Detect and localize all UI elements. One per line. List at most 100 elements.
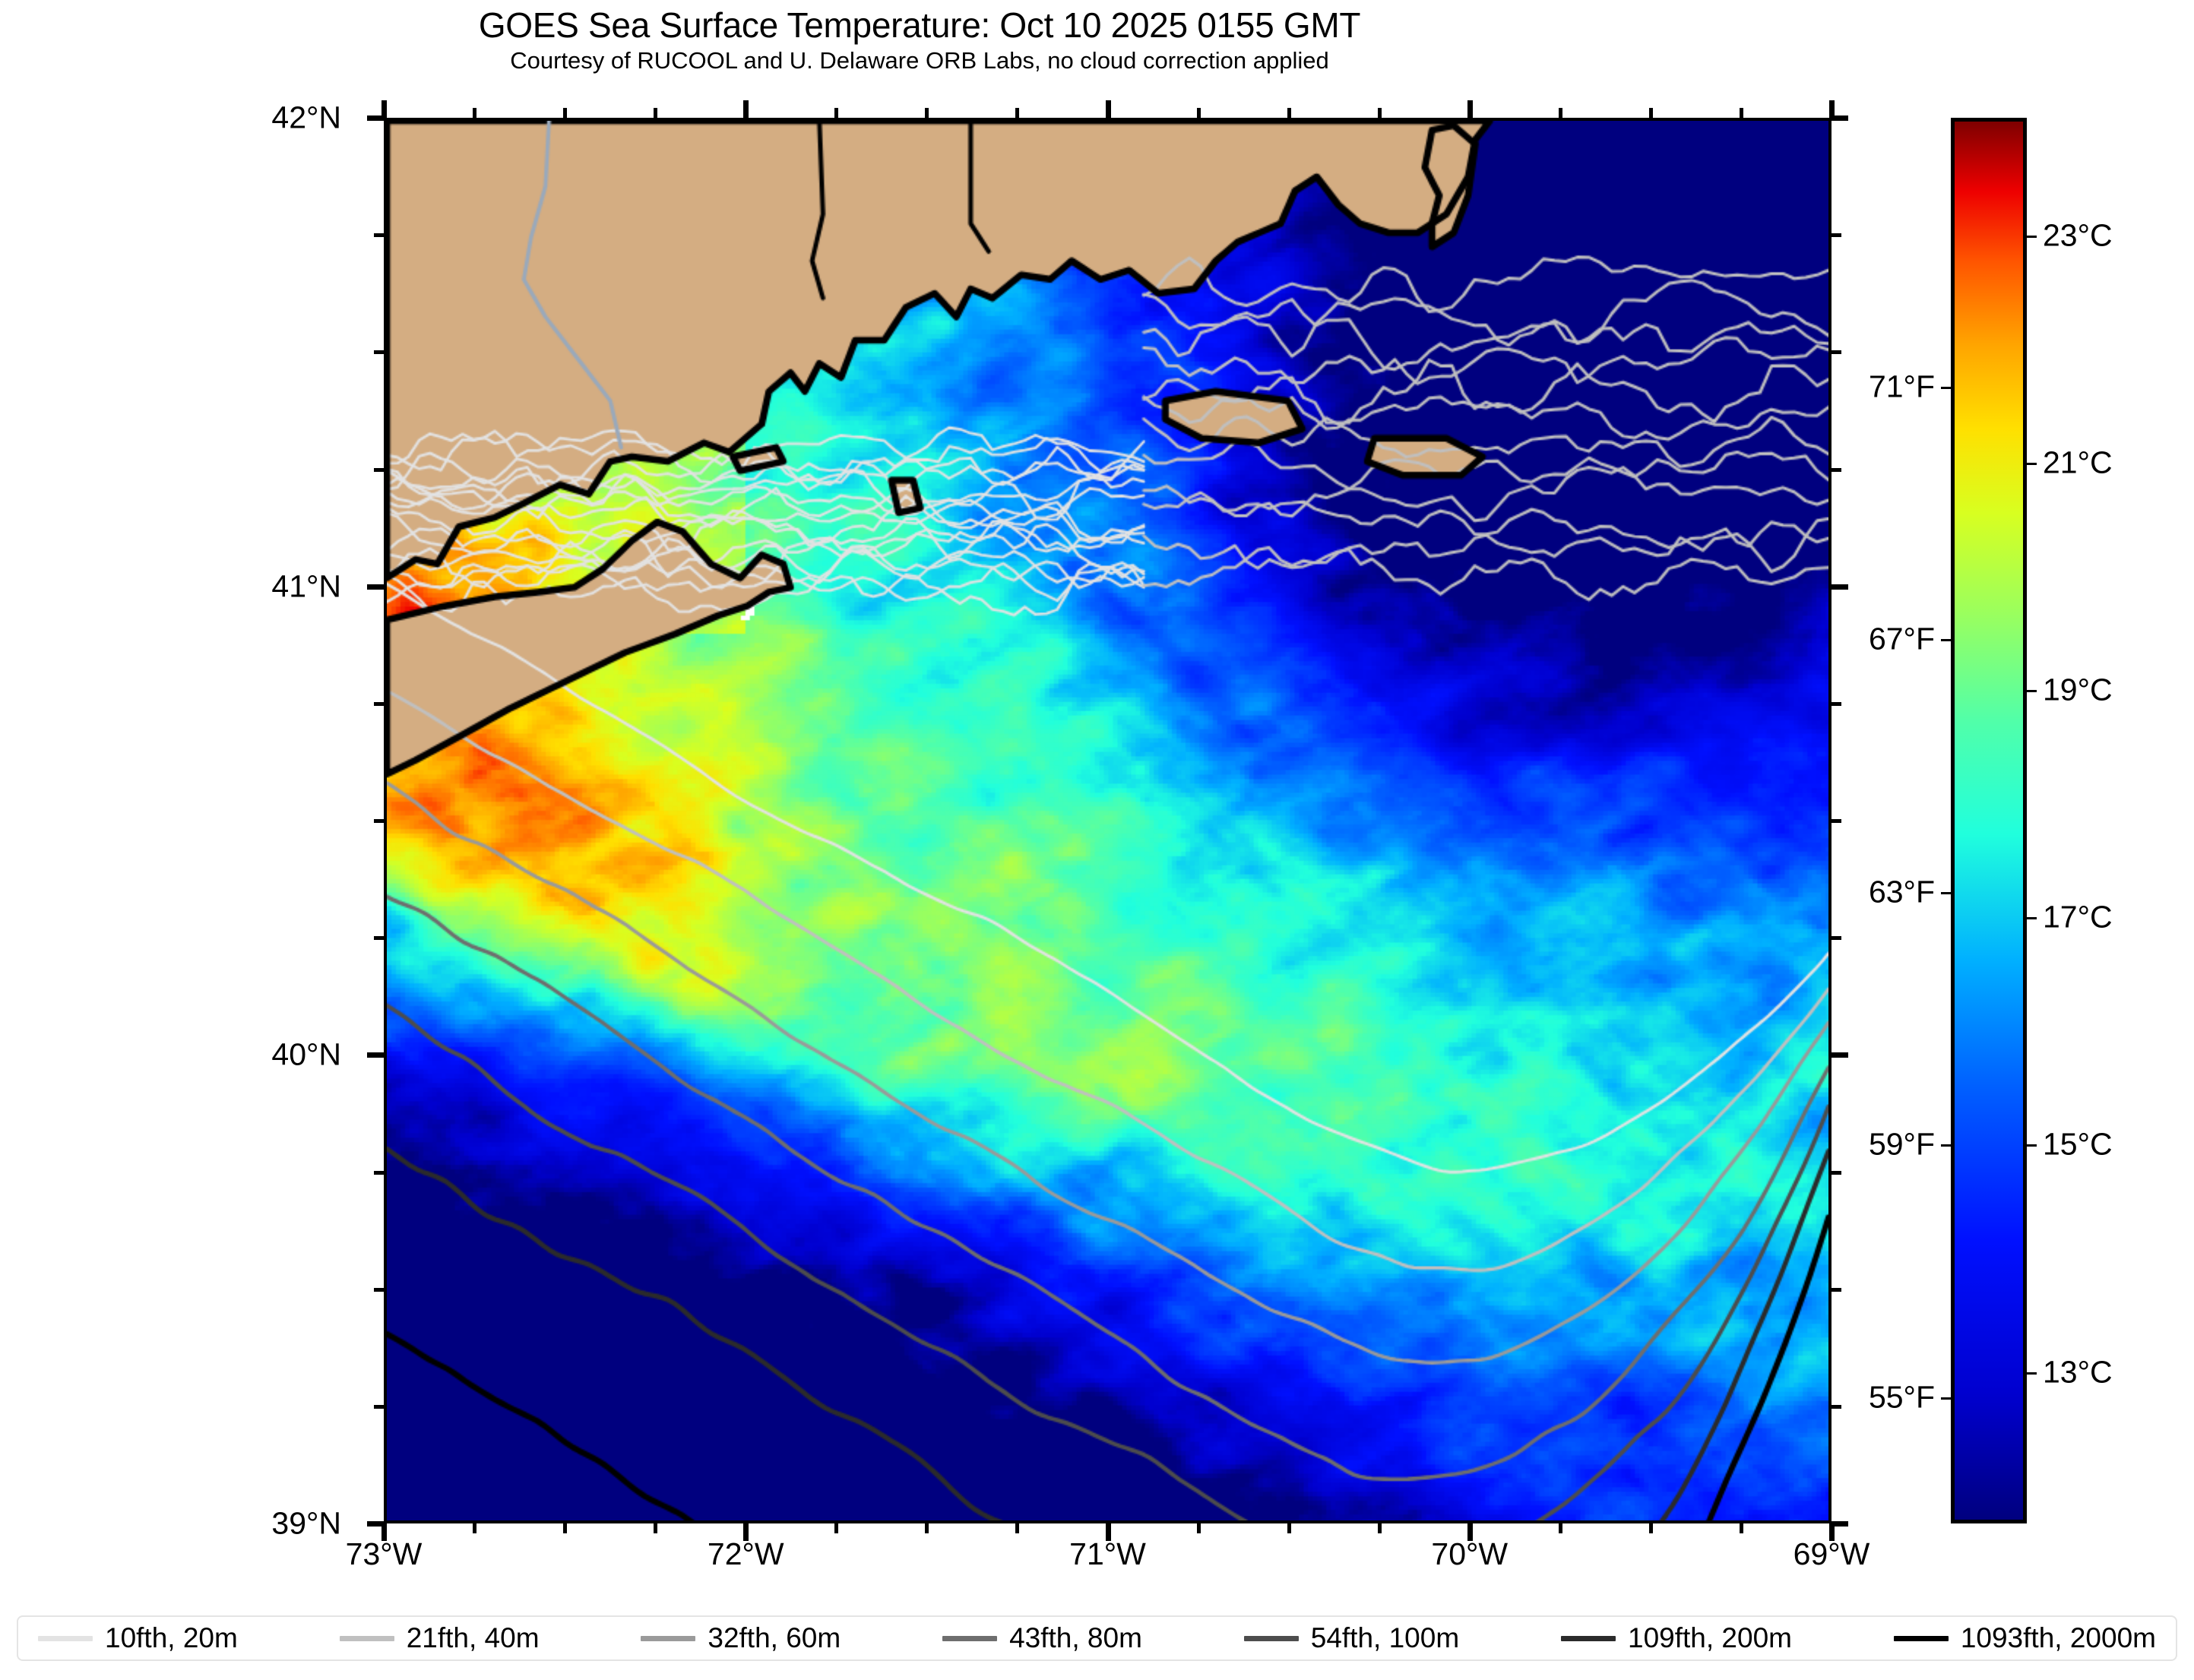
x-tick-minor: [925, 1523, 929, 1533]
x-axis-label: 69°W: [1793, 1536, 1870, 1571]
x-tick-minor-top: [654, 108, 658, 119]
colorbar-gradient: [1955, 122, 2023, 1520]
y-tick-minor-right: [1831, 1404, 1841, 1409]
colorbar-label-fahrenheit: 71°F: [1868, 369, 1935, 404]
legend-item: 1093fth, 2000m: [1893, 1622, 2156, 1654]
legend-line-swatch: [1893, 1635, 1949, 1641]
y-tick-minor: [374, 701, 384, 706]
x-tick-minor-top: [1648, 108, 1653, 119]
legend-item: 54fth, 100m: [1243, 1622, 1460, 1654]
legend-item-label: 43fth, 80m: [1009, 1622, 1142, 1653]
x-axis-label: 71°W: [1069, 1536, 1146, 1571]
x-tick-minor-top: [1015, 108, 1020, 119]
colorbar-tick-celsius: [2023, 917, 2037, 920]
colorbar-label-celsius: 19°C: [2043, 672, 2113, 707]
colorbar-tick-fahrenheit: [1941, 1397, 1955, 1400]
y-tick-minor: [374, 467, 384, 472]
colorbar-label-celsius: 17°C: [2043, 899, 2113, 935]
legend-line-swatch: [942, 1635, 998, 1641]
x-tick-minor: [1015, 1523, 1020, 1533]
colorbar-label-fahrenheit: 55°F: [1868, 1379, 1935, 1415]
x-tick-minor: [473, 1523, 477, 1533]
legend-line-swatch: [641, 1635, 696, 1641]
colorbar-label-celsius: 15°C: [2043, 1126, 2113, 1162]
y-tick-minor: [374, 819, 384, 823]
y-tick-major-right: [1831, 584, 1848, 590]
colorbar-tick-fahrenheit: [1941, 639, 1955, 642]
legend-item-label: 10fth, 20m: [105, 1622, 238, 1653]
y-tick-major: [367, 584, 384, 590]
x-axis-label: 72°W: [707, 1536, 784, 1571]
y-tick-minor: [374, 350, 384, 355]
colorbar-tick-fahrenheit: [1941, 387, 1955, 390]
legend-line-swatch: [1561, 1635, 1616, 1641]
x-tick-minor-top: [1287, 108, 1291, 119]
legend-item-label: 32fth, 60m: [708, 1622, 841, 1653]
y-tick-minor: [374, 233, 384, 238]
legend-item-label: 1093fth, 2000m: [1960, 1622, 2156, 1653]
colorbar-label-fahrenheit: 67°F: [1868, 621, 1935, 656]
colorbar-tick-celsius: [2023, 1372, 2037, 1375]
legend-line-swatch: [1243, 1635, 1299, 1641]
x-tick-minor: [1739, 1523, 1743, 1533]
colorbar-label-celsius: 23°C: [2043, 217, 2113, 253]
y-axis-label: 42°N: [271, 100, 341, 135]
y-tick-minor-right: [1831, 467, 1841, 472]
y-tick-minor-right: [1831, 701, 1841, 706]
y-tick-minor-right: [1831, 350, 1841, 355]
y-axis-label: 39°N: [271, 1505, 341, 1541]
temperature-colorbar[interactable]: 13°C 15°C 17°C 19°C 21°C 23°C 55°F 59°F 63°F 67°F…: [1869, 118, 2113, 1523]
y-tick-major-right: [1831, 1521, 1848, 1527]
x-tick-minor: [563, 1523, 568, 1533]
y-tick-major: [367, 1521, 384, 1527]
x-tick-minor-top: [1739, 108, 1743, 119]
x-tick-minor-top: [834, 108, 839, 119]
y-tick-major-right: [1831, 1052, 1848, 1058]
colorbar-label-fahrenheit: 63°F: [1868, 874, 1935, 910]
x-tick-major-top: [1829, 100, 1835, 119]
legend-item-label: 21fth, 40m: [406, 1622, 540, 1653]
legend-item-label: 54fth, 100m: [1310, 1622, 1460, 1653]
y-tick-major-right: [1831, 115, 1848, 121]
y-axis-label: 40°N: [271, 1036, 341, 1072]
colorbar-label-fahrenheit: 59°F: [1868, 1126, 1935, 1162]
y-tick-minor-right: [1831, 233, 1841, 238]
x-tick-major-top: [381, 100, 387, 119]
x-tick-minor-top: [1558, 108, 1562, 119]
x-tick-minor: [654, 1523, 658, 1533]
x-tick-major-top: [1467, 100, 1473, 119]
page-subtitle: Courtesy of RUCOOL and U. Delaware ORB L…: [510, 47, 1329, 74]
y-tick-minor-right: [1831, 1170, 1841, 1175]
x-tick-minor-top: [1196, 108, 1201, 119]
colorbar-tick-celsius: [2023, 689, 2037, 692]
y-tick-minor: [374, 1404, 384, 1409]
y-tick-minor-right: [1831, 936, 1841, 941]
x-tick-minor-top: [563, 108, 568, 119]
page-title: GOES Sea Surface Temperature: Oct 10 202…: [478, 5, 1361, 45]
y-tick-minor-right: [1831, 819, 1841, 823]
colorbar-tick-celsius: [2023, 235, 2037, 238]
y-tick-minor: [374, 1170, 384, 1175]
sst-map[interactable]: [384, 118, 1831, 1523]
legend-item: 43fth, 80m: [942, 1622, 1142, 1654]
y-tick-major: [367, 115, 384, 121]
colorbar-tick-fahrenheit: [1941, 1144, 1955, 1147]
legend-line-swatch: [339, 1635, 394, 1641]
colorbar-label-celsius: 13°C: [2043, 1354, 2113, 1390]
y-axis-label: 41°N: [271, 568, 341, 604]
bathymetry-legend: 10fth, 20m 21fth, 40m 32fth, 60m 43fth, 80m…: [17, 1615, 2177, 1661]
x-axis-label: 73°W: [345, 1536, 423, 1571]
colorbar-tick-celsius: [2023, 1144, 2037, 1147]
x-tick-major-top: [1105, 100, 1111, 119]
legend-item: 21fth, 40m: [339, 1622, 540, 1654]
x-tick-minor: [1287, 1523, 1291, 1533]
colorbar-tick-celsius: [2023, 462, 2037, 465]
legend-item: 32fth, 60m: [641, 1622, 841, 1654]
x-tick-minor-top: [473, 108, 477, 119]
x-tick-minor: [1558, 1523, 1562, 1533]
legend-item: 10fth, 20m: [38, 1622, 238, 1654]
y-tick-minor: [374, 936, 384, 941]
x-tick-minor-top: [1377, 108, 1382, 119]
y-tick-minor-right: [1831, 1287, 1841, 1292]
legend-line-swatch: [38, 1635, 93, 1641]
